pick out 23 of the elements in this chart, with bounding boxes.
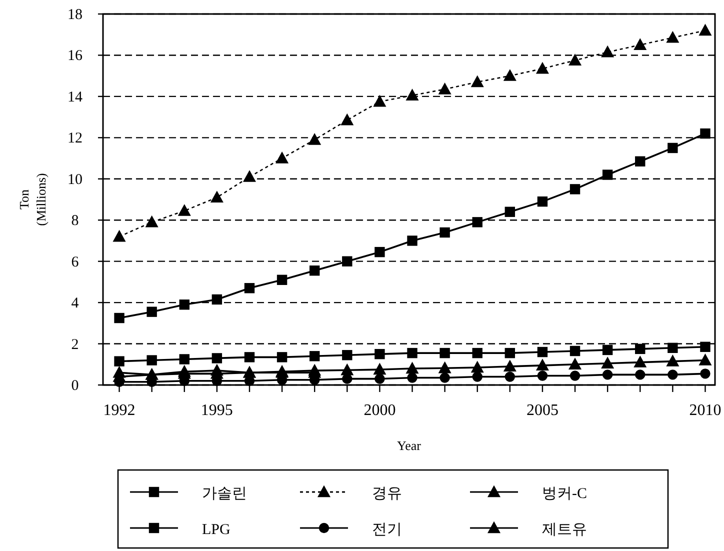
x-tick-label: 2010 — [689, 402, 722, 419]
y-tick-label: 18 — [68, 7, 82, 23]
x-tick-label: 1992 — [103, 402, 136, 419]
x-tick-label: 2000 — [364, 402, 396, 419]
x-axis-title: Year — [397, 438, 422, 453]
y-axis-title: Ton (Millions) — [16, 173, 49, 226]
legend-label: 전기 — [372, 522, 402, 538]
legend-label: 제트유 — [542, 522, 587, 538]
y-tick-label: 12 — [68, 130, 82, 147]
y-tick-label: 10 — [68, 172, 82, 188]
y-tick-label: 6 — [71, 254, 80, 270]
y-tick-label: 8 — [71, 213, 79, 230]
legend-label: LPG — [202, 522, 231, 538]
y-tick-label: 4 — [71, 296, 80, 312]
y-tick-label: 16 — [68, 48, 83, 64]
y-tick-label: 0 — [71, 378, 79, 394]
y-tick-label: 2 — [71, 336, 79, 353]
legend-label: 벙커-C — [542, 486, 587, 502]
x-tick-label: 1995 — [200, 402, 233, 419]
y-tick-label: 14 — [68, 89, 83, 106]
x-tick-label: 2005 — [526, 402, 558, 419]
legend-label: 경유 — [372, 486, 402, 502]
legend-label: 가솔린 — [202, 486, 247, 502]
